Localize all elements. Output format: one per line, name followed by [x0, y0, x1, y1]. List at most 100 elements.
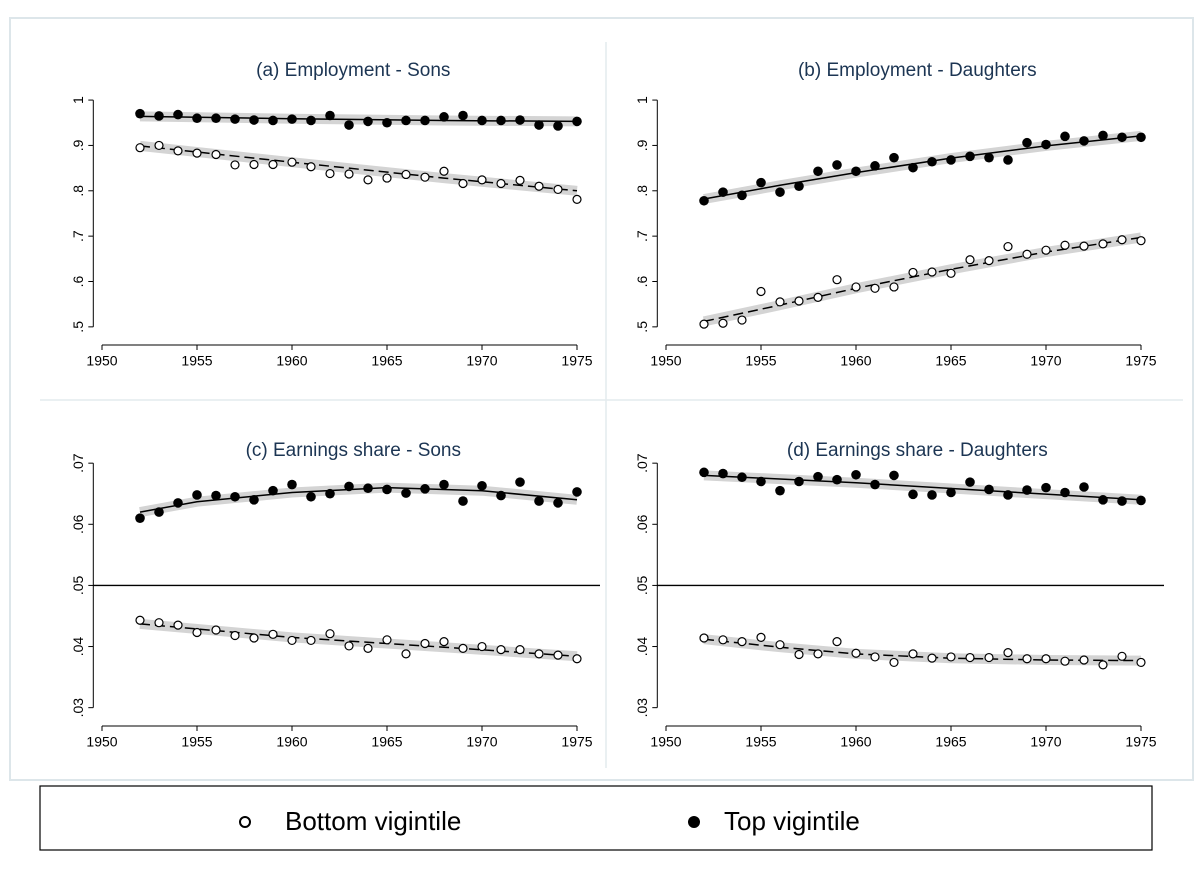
data-point	[1098, 495, 1108, 505]
x-tick-label: 1950	[650, 353, 681, 369]
data-point	[230, 491, 240, 502]
data-point	[1098, 660, 1108, 670]
data-point	[154, 111, 164, 121]
data-point	[927, 653, 937, 663]
data-point	[1136, 495, 1146, 506]
data-point	[1041, 139, 1051, 150]
data-point	[965, 255, 975, 265]
x-tick-label: 1965	[371, 353, 402, 369]
data-point	[534, 181, 544, 191]
data-point	[889, 657, 899, 668]
y-tick-label: .04	[634, 637, 650, 657]
data-point	[401, 649, 411, 659]
y-tick-label: .03	[634, 698, 650, 718]
data-point	[211, 113, 221, 124]
data-point	[211, 625, 221, 635]
legend-label: Top vigintile	[724, 806, 860, 836]
data-point	[1060, 131, 1070, 142]
data-point	[287, 157, 297, 167]
data-point	[1060, 487, 1070, 498]
data-point	[832, 474, 842, 485]
data-point	[458, 643, 468, 653]
data-point	[1098, 239, 1108, 249]
graph-region	[9, 17, 1194, 781]
x-tick-label: 1965	[935, 734, 966, 750]
data-point	[154, 140, 164, 151]
data-point	[553, 498, 563, 508]
data-point	[268, 629, 278, 639]
data-point	[249, 495, 259, 505]
data-point	[927, 490, 937, 500]
data-point	[965, 477, 975, 487]
data-point	[1022, 654, 1032, 664]
y-tick-label: .07	[634, 453, 650, 473]
y-tick-label: .6	[70, 275, 86, 287]
data-point	[344, 169, 354, 179]
data-point	[1041, 654, 1051, 664]
data-point	[927, 156, 937, 167]
data-point	[1117, 235, 1127, 245]
y-tick-label: .04	[70, 637, 86, 657]
data-point	[553, 650, 563, 660]
data-point	[1079, 136, 1089, 146]
data-point	[737, 315, 747, 325]
data-point	[699, 319, 709, 329]
y-tick-label: .9	[634, 139, 650, 151]
data-point	[401, 115, 411, 126]
data-point	[718, 468, 728, 479]
data-point	[249, 633, 259, 643]
data-point	[325, 168, 335, 179]
data-point	[249, 115, 259, 125]
data-point	[984, 256, 994, 266]
data-point	[889, 470, 899, 481]
data-point	[1003, 155, 1013, 165]
data-point	[775, 297, 785, 307]
data-point	[737, 190, 747, 201]
data-point	[306, 115, 316, 126]
y-tick-label: .7	[634, 230, 650, 242]
data-point	[420, 484, 430, 494]
data-point	[496, 490, 506, 501]
data-point	[851, 282, 861, 292]
x-tick-label: 1965	[371, 734, 402, 750]
panel-title: (c) Earnings share - Sons	[246, 440, 461, 461]
panel-title: (a) Employment - Sons	[256, 60, 450, 81]
data-point	[363, 643, 373, 653]
x-tick-label: 1955	[181, 734, 212, 750]
data-point	[287, 479, 297, 490]
data-point	[699, 633, 709, 643]
data-point	[401, 488, 411, 498]
data-point	[382, 635, 392, 645]
data-point	[458, 110, 468, 121]
panel-title: (b) Employment - Daughters	[798, 60, 1037, 81]
data-point	[851, 648, 861, 658]
x-tick-label: 1960	[276, 353, 307, 369]
x-tick-label: 1970	[1030, 734, 1061, 750]
data-point	[173, 109, 183, 120]
data-point	[1117, 496, 1127, 506]
data-point	[135, 143, 145, 153]
data-point	[230, 160, 240, 170]
x-tick-label: 1955	[181, 353, 212, 369]
data-point	[1003, 241, 1013, 252]
data-point	[908, 267, 918, 278]
data-point	[1022, 485, 1032, 495]
data-point	[775, 187, 785, 197]
x-tick-label: 1955	[745, 734, 776, 750]
data-point	[756, 632, 766, 642]
y-tick-label: 1	[70, 96, 86, 104]
y-tick-label: .07	[70, 453, 86, 473]
y-tick-label: .8	[70, 185, 86, 197]
data-point	[870, 161, 880, 171]
data-point	[515, 115, 525, 125]
x-tick-label: 1970	[1030, 353, 1061, 369]
data-point	[268, 485, 278, 496]
data-point	[1003, 648, 1013, 658]
data-point	[477, 480, 487, 491]
data-point	[889, 282, 899, 292]
data-point	[794, 296, 804, 306]
x-tick-label: 1955	[745, 353, 776, 369]
legend-marker	[239, 816, 251, 828]
data-point	[534, 649, 544, 659]
data-point	[775, 640, 785, 650]
